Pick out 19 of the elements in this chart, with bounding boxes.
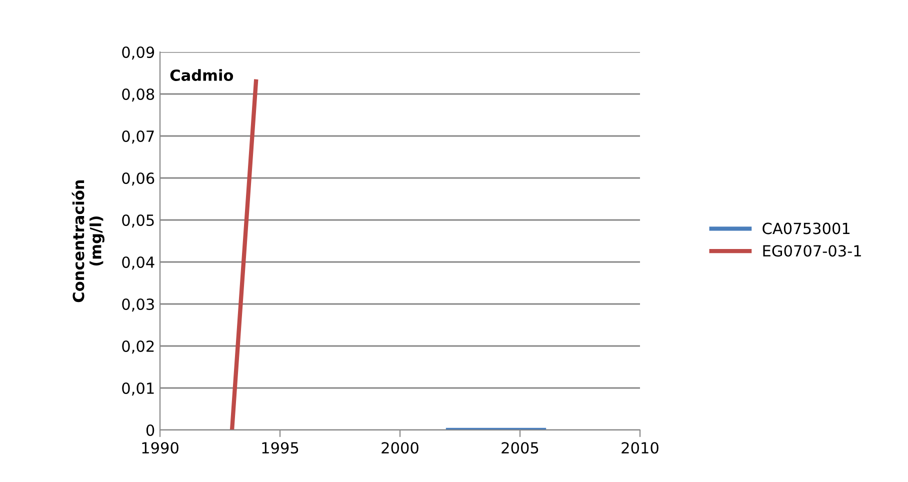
y-tick-label: 0,07 <box>122 130 154 144</box>
y-tick-label: 0,03 <box>122 298 154 312</box>
y-tick-label: 0,04 <box>122 256 154 270</box>
x-tick-label: 2005 <box>502 442 538 454</box>
y-tick-label: 0,08 <box>122 88 154 102</box>
legend-label: EG0707-03-1 <box>763 245 861 257</box>
legend-label: CA0753001 <box>762 222 850 234</box>
x-tick-label: 2010 <box>622 442 658 454</box>
y-tick-label: 0 <box>146 424 154 436</box>
y-axis-title: Concentración (mg/l) <box>72 180 104 302</box>
y-tick-label: 0,01 <box>122 382 154 396</box>
x-tick-label: 1995 <box>262 442 298 454</box>
y-tick-label: 0,09 <box>122 46 154 60</box>
y-tick-label: 0,02 <box>122 340 154 354</box>
text: Cadmio <box>170 69 234 82</box>
x-tick-label: 1990 <box>142 442 178 454</box>
x-tick-label: 2000 <box>382 442 418 454</box>
y-tick-label: 0,06 <box>122 172 154 186</box>
y-tick-label: 0,05 <box>122 214 154 228</box>
